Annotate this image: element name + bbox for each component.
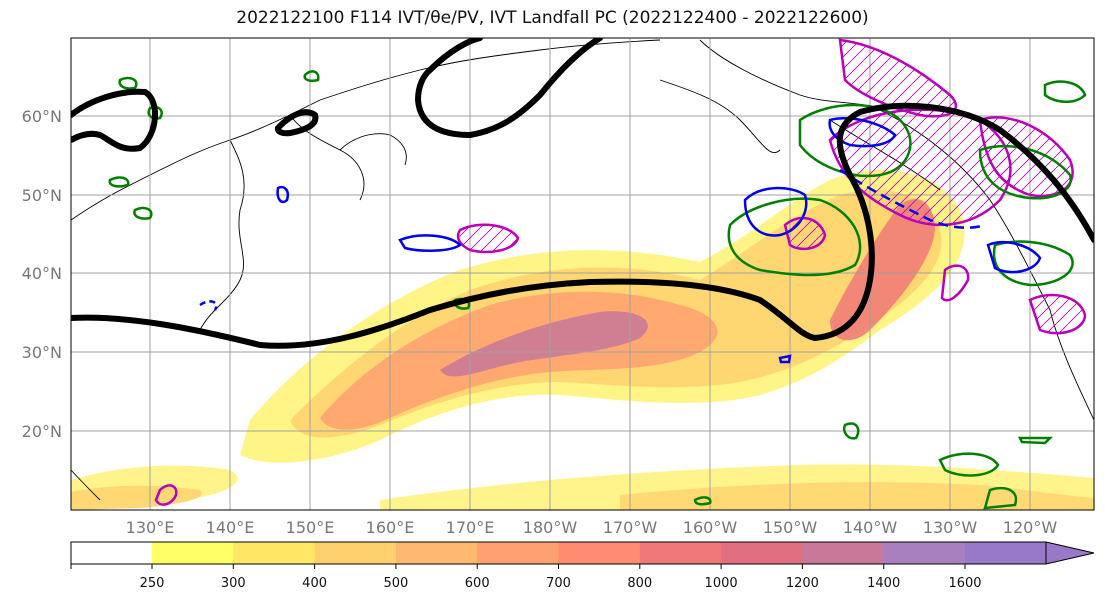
lon-label: 170°E xyxy=(446,518,495,537)
lat-label: 30°N xyxy=(22,343,62,362)
lat-label: 50°N xyxy=(22,186,62,205)
figure-title: 2022122100 F114 IVT/θe/PV, IVT Landfall … xyxy=(236,8,869,28)
lon-label: 120°W xyxy=(1003,518,1058,537)
colorbar-segment xyxy=(802,542,885,564)
lon-label: 170°W xyxy=(603,518,658,537)
colorbar-segment xyxy=(639,542,722,564)
lon-label: 180°W xyxy=(523,518,578,537)
colorbar-segment xyxy=(314,542,397,564)
colorbar-segment xyxy=(883,542,966,564)
colorbar-tick-label: 400 xyxy=(302,576,327,591)
longitude-labels: 130°E 140°E 150°E 160°E 170°E 180°W 170°… xyxy=(126,518,1058,537)
colorbar-segment xyxy=(965,542,1047,564)
colorbar-tick-label: 250 xyxy=(140,576,165,591)
colorbar-tick-label: 1000 xyxy=(705,576,738,591)
latitude-labels: 60°N 50°N 40°N 30°N 20°N xyxy=(22,107,62,441)
graticule xyxy=(71,38,1094,510)
lon-label: 130°W xyxy=(923,518,978,537)
lat-label: 40°N xyxy=(22,264,62,283)
colorbar-segment xyxy=(477,542,559,564)
colorbar-extend-arrow xyxy=(1045,541,1095,565)
colorbar-tick-label: 800 xyxy=(627,576,652,591)
colorbar-tick-label: 600 xyxy=(465,576,490,591)
colorbar-segment xyxy=(721,542,803,564)
colorbar-tick-label: 1400 xyxy=(867,576,900,591)
colorbar-segment xyxy=(395,542,478,564)
theta-e-blue-contours xyxy=(199,117,1042,364)
lon-label: 140°W xyxy=(843,518,898,537)
lon-label: 150°W xyxy=(763,518,818,537)
colorbar-tick-label: 700 xyxy=(546,576,571,591)
colorbar-tick-label: 500 xyxy=(383,576,408,591)
colorbar: 250 300 400 500 600 700 800 1000 1200 1400 1600 xyxy=(70,541,1095,591)
colorbar-segment-below xyxy=(71,542,152,564)
ivt-filled-contours xyxy=(71,170,1094,510)
colorbar-segment xyxy=(152,542,234,564)
lon-label: 160°E xyxy=(366,518,415,537)
colorbar-tick-label: 300 xyxy=(221,576,246,591)
colorbar-tick-label: 1600 xyxy=(948,576,981,591)
lon-label: 160°W xyxy=(683,518,738,537)
colorbar-segment xyxy=(558,542,641,564)
map-frame xyxy=(70,37,1095,511)
lat-label: 60°N xyxy=(22,107,62,126)
lon-label: 140°E xyxy=(206,518,255,537)
colorbar-tick-label: 1200 xyxy=(786,576,819,591)
lon-label: 150°E xyxy=(286,518,335,537)
colorbar-segment xyxy=(233,542,316,564)
pv-contours xyxy=(71,38,1094,349)
lon-label: 130°E xyxy=(126,518,175,537)
lat-label: 20°N xyxy=(22,422,62,441)
